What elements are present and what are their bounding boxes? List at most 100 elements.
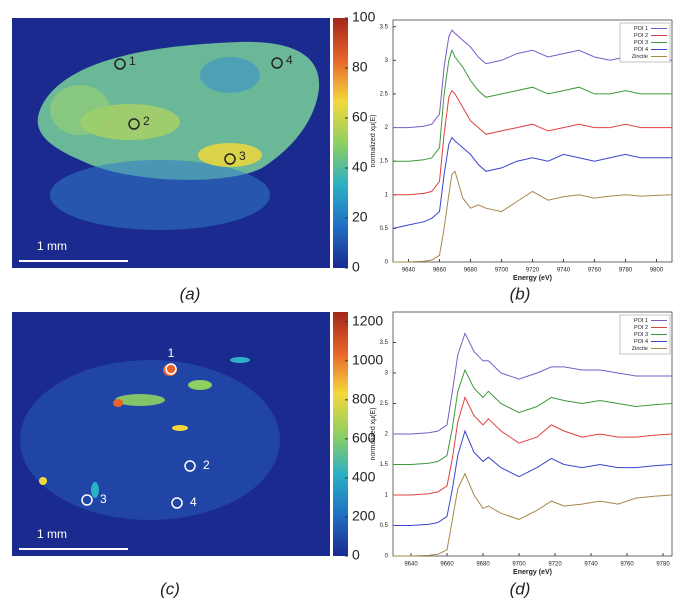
poi-marker — [114, 58, 126, 70]
x-tick-label: 9720 — [526, 268, 540, 274]
panel-label: (d) — [510, 579, 531, 598]
colorbar-tick-label: 0 — [352, 259, 360, 275]
colorbar-tick-label: 20 — [352, 209, 368, 225]
poi-marker — [128, 118, 140, 130]
spectrum-line — [393, 472, 673, 557]
x-tick-label: 9680 — [476, 562, 490, 568]
poi-marker — [81, 494, 93, 506]
y-tick-label: 2 — [385, 432, 389, 438]
colorbar-tick-label: 800 — [352, 391, 376, 407]
colorbar-tick-label: 100 — [352, 9, 376, 25]
y-axis-label: normalized xμ(E) — [370, 114, 377, 167]
panel-label: (b) — [510, 284, 531, 303]
poi-label: 1 — [129, 54, 136, 68]
legend-label: POI 2 — [634, 33, 648, 39]
x-tick-label: 9780 — [619, 268, 633, 274]
spectrum-line — [393, 332, 672, 435]
y-tick-label: 1.5 — [380, 462, 389, 468]
colorbar-tick-label: 80 — [352, 59, 368, 75]
spectrum-line — [393, 396, 673, 496]
poi-label: 1 — [168, 346, 175, 360]
intensity-region — [20, 360, 280, 520]
poi-marker — [165, 363, 177, 375]
intensity-region — [50, 160, 270, 230]
legend-label: POI 4 — [634, 339, 648, 345]
legend-label: POI 1 — [634, 318, 648, 324]
scale-bar-label: 1 mm — [37, 527, 67, 541]
y-tick-label: 2.5 — [380, 92, 389, 98]
spectrum-line — [393, 170, 673, 263]
y-tick-label: 3 — [385, 58, 389, 64]
y-tick-label: 1 — [385, 493, 389, 499]
spectrum-line — [392, 136, 672, 229]
poi-label: 3 — [239, 149, 246, 163]
x-tick-label: 9800 — [650, 268, 664, 274]
poi-label: 2 — [143, 114, 150, 128]
poi-label: 3 — [100, 492, 107, 506]
y-tick-label: 1.5 — [380, 159, 389, 165]
y-tick-label: 3.5 — [380, 340, 389, 346]
x-tick-label: 9640 — [404, 562, 418, 568]
colorbar-tick-label: 600 — [352, 430, 376, 446]
poi-marker — [171, 497, 183, 509]
legend-label: POI 2 — [634, 325, 648, 331]
intensity-region — [198, 143, 262, 167]
y-tick-label: 0.5 — [380, 226, 389, 232]
y-axis-label: normalized xμ(E) — [370, 407, 377, 460]
y-tick-label: 0 — [385, 554, 389, 560]
spectrum-line — [393, 368, 673, 465]
scale-bar-label: 1 mm — [37, 239, 67, 253]
legend-label: Zincite — [632, 54, 648, 60]
colorbar-tick-label: 60 — [352, 109, 368, 125]
colorbar-tick-label: 1200 — [352, 312, 383, 328]
x-tick-label: 9740 — [557, 268, 571, 274]
y-tick-label: 3 — [385, 371, 389, 377]
y-tick-label: 3.5 — [380, 24, 389, 30]
x-tick-label: 9760 — [620, 562, 634, 568]
colorbar — [333, 18, 348, 268]
intensity-region — [115, 394, 165, 406]
poi-label: 4 — [190, 495, 197, 509]
x-tick-label: 9700 — [495, 268, 509, 274]
legend-label: POI 1 — [634, 26, 648, 32]
x-tick-label: 9780 — [656, 562, 670, 568]
intensity-region — [113, 399, 123, 407]
colorbar-tick-label: 1000 — [352, 352, 383, 368]
y-tick-label: 2 — [385, 125, 389, 131]
x-tick-label: 9680 — [464, 268, 478, 274]
poi-marker — [271, 57, 283, 69]
legend-label: POI 3 — [634, 332, 648, 338]
x-tick-label: 9700 — [512, 562, 526, 568]
poi-marker — [224, 153, 236, 165]
x-tick-label: 9660 — [433, 268, 447, 274]
x-axis-label: Energy (eV) — [513, 275, 552, 282]
x-tick-label: 9720 — [548, 562, 562, 568]
x-axis-label: Energy (eV) — [513, 569, 552, 576]
poi-label: 4 — [286, 53, 293, 67]
x-tick-label: 9640 — [402, 268, 416, 274]
colorbar-tick-label: 0 — [352, 547, 360, 563]
intensity-region — [200, 57, 260, 93]
spectrum-line — [393, 29, 672, 129]
intensity-region — [172, 425, 188, 431]
intensity-region — [50, 85, 110, 135]
y-tick-label: 0 — [385, 260, 389, 266]
y-tick-label: 0.5 — [380, 523, 389, 529]
x-tick-label: 9660 — [440, 562, 454, 568]
poi-label: 2 — [203, 458, 210, 472]
intensity-region — [91, 482, 99, 498]
y-tick-label: 1 — [385, 192, 389, 198]
spectrum-line — [393, 429, 673, 526]
poi-marker — [184, 460, 196, 472]
intensity-region — [188, 380, 212, 390]
intensity-region — [39, 477, 47, 485]
panel-label: (a) — [180, 284, 201, 303]
colorbar — [333, 312, 348, 556]
legend-label: POI 3 — [634, 40, 648, 46]
x-tick-label: 9760 — [588, 268, 602, 274]
legend-label: POI 4 — [634, 47, 648, 53]
spectrum-line — [393, 48, 672, 162]
colorbar-tick-label: 40 — [352, 159, 368, 175]
intensity-region — [230, 357, 250, 363]
